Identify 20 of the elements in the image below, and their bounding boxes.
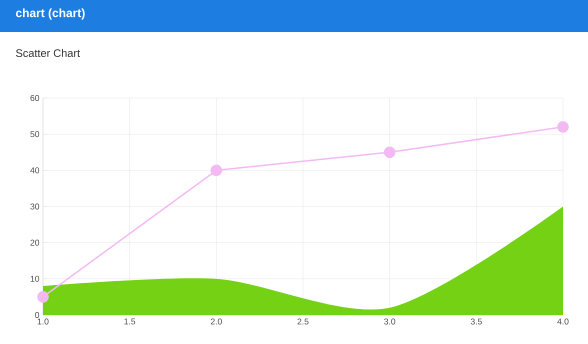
y-tick-label: 40 [30,167,40,174]
y-tick-label: 0 [35,312,40,318]
chart-subtitle: Scatter Chart [16,48,80,58]
y-tick-label: 20 [30,240,40,246]
point [210,164,222,176]
x-tick-label: 2.5 [298,318,309,325]
point [557,121,569,133]
x-tick-label: 1.5 [124,318,136,324]
y-tick-label: 30 [30,204,40,210]
chart-title: chart (chart) [16,8,85,20]
x-tick-label: 1.0 [38,318,49,325]
point [37,291,49,303]
y-tick-label: 60 [30,95,40,101]
y-tick-label: 10 [30,276,40,282]
x-tick-label: 2.0 [210,318,222,325]
x-tick-label: 3.0 [384,318,396,325]
x-tick-label: 3.5 [470,318,482,325]
point [384,146,396,158]
y-tick-label: 50 [30,131,40,138]
x-tick-label: 4.0 [557,318,569,325]
